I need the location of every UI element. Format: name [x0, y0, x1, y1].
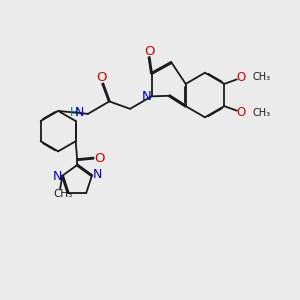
Text: O: O — [236, 71, 245, 84]
Text: CH₃: CH₃ — [252, 72, 270, 82]
Text: O: O — [94, 152, 105, 165]
Text: N: N — [52, 170, 62, 183]
Text: O: O — [96, 71, 106, 84]
Text: N: N — [92, 168, 102, 181]
Text: N: N — [75, 106, 84, 119]
Text: N: N — [141, 90, 151, 103]
Text: CH₃: CH₃ — [53, 189, 73, 200]
Text: O: O — [144, 45, 154, 58]
Text: H: H — [70, 106, 78, 119]
Text: O: O — [236, 106, 245, 119]
Text: CH₃: CH₃ — [252, 108, 270, 118]
